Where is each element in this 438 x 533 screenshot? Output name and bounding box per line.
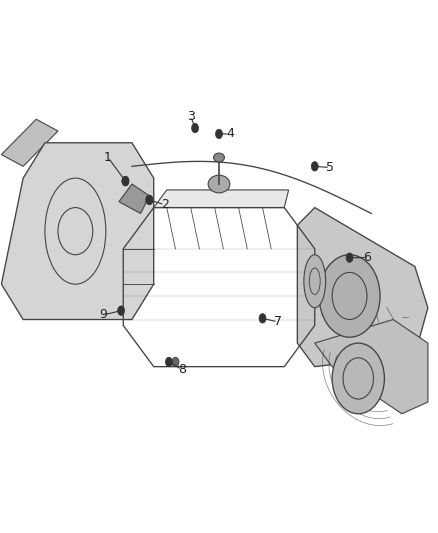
Ellipse shape (214, 153, 224, 162)
Polygon shape (297, 207, 428, 367)
Text: 8: 8 (178, 363, 186, 376)
Polygon shape (119, 184, 149, 214)
Circle shape (191, 123, 198, 133)
Circle shape (122, 176, 129, 186)
Circle shape (166, 357, 173, 367)
Text: 5: 5 (326, 161, 334, 174)
Circle shape (146, 195, 153, 205)
Text: 6: 6 (363, 251, 371, 264)
Polygon shape (1, 143, 154, 319)
Text: 9: 9 (100, 308, 108, 321)
Text: 3: 3 (187, 110, 194, 123)
Ellipse shape (208, 175, 230, 193)
Circle shape (117, 306, 124, 316)
Polygon shape (154, 190, 289, 207)
Text: 4: 4 (226, 127, 234, 140)
Text: 1: 1 (104, 151, 112, 164)
Circle shape (172, 357, 179, 367)
Circle shape (346, 253, 353, 262)
Polygon shape (1, 119, 58, 166)
Polygon shape (315, 319, 428, 414)
Circle shape (332, 343, 385, 414)
Circle shape (215, 129, 223, 139)
Circle shape (146, 195, 153, 205)
Circle shape (319, 255, 380, 337)
Circle shape (259, 313, 266, 323)
Text: 7: 7 (274, 316, 282, 328)
Circle shape (122, 176, 129, 186)
Text: 2: 2 (161, 198, 169, 211)
Ellipse shape (304, 255, 325, 308)
Circle shape (311, 161, 318, 171)
